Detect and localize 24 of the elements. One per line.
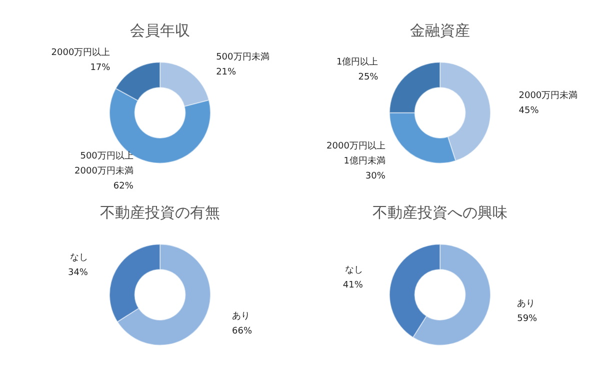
slice-label: あり [517,299,536,310]
data-label: 66% [232,326,252,336]
slice-label: 500万円未満 [216,51,270,62]
data-label: 30% [365,172,386,182]
slice-label: 1億円以上 [336,56,378,68]
slice-label: あり [232,311,250,322]
chart-title: 不動産投資の有無 [100,204,220,222]
chart-title: 金融資産 [410,22,470,40]
slice-label: 500万円以上 2000万円未満 [74,150,134,176]
data-label: 34% [68,268,88,278]
chart-title: 会員年収 [130,22,190,40]
data-label: 25% [358,72,379,82]
data-label: 17% [90,63,111,74]
data-label: 59% [517,314,538,324]
slice-label: なし [70,253,88,264]
chart-title: 不動産投資への興味 [372,204,508,222]
slice-label: 2000万円以上 1億円未満 [326,140,386,167]
slice-label: 2000万円未満 [518,90,578,101]
data-label: 41% [342,280,364,290]
data-label: 21% [216,67,237,78]
data-label: 62% [113,182,134,192]
slice-label: 2000万円以上 [51,47,110,58]
slice-label: なし [344,265,363,276]
data-label: 45% [518,106,540,116]
